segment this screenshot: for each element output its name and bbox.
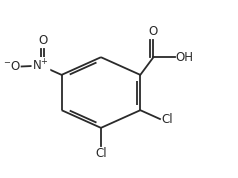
Text: $^{-}$O: $^{-}$O	[3, 60, 21, 73]
Text: Cl: Cl	[161, 112, 173, 125]
Text: N$^{+}$: N$^{+}$	[32, 58, 49, 73]
Text: O: O	[149, 25, 158, 38]
Text: Cl: Cl	[95, 147, 107, 160]
Text: OH: OH	[176, 51, 194, 64]
Text: O: O	[38, 34, 47, 47]
